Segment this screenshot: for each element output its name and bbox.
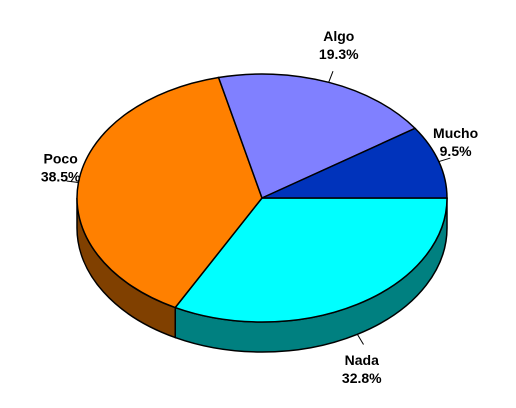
slice-value-label: 32.8% — [342, 370, 382, 386]
slice-label: Poco — [44, 151, 78, 167]
slice-label: Nada — [345, 352, 379, 368]
slice-value-label: 19.3% — [319, 46, 359, 62]
slice-value-label: 9.5% — [440, 143, 472, 159]
slice — [76, 76, 263, 309]
leader-line — [438, 157, 451, 163]
slice-value-label: 38.5% — [41, 169, 81, 185]
slice-label: Mucho — [433, 125, 478, 141]
leader-line — [356, 334, 364, 345]
leader-line — [66, 180, 79, 183]
slice — [174, 197, 448, 323]
slice — [261, 127, 448, 199]
slice — [217, 73, 417, 200]
leader-line — [328, 70, 334, 83]
slice-label: Algo — [323, 28, 354, 44]
